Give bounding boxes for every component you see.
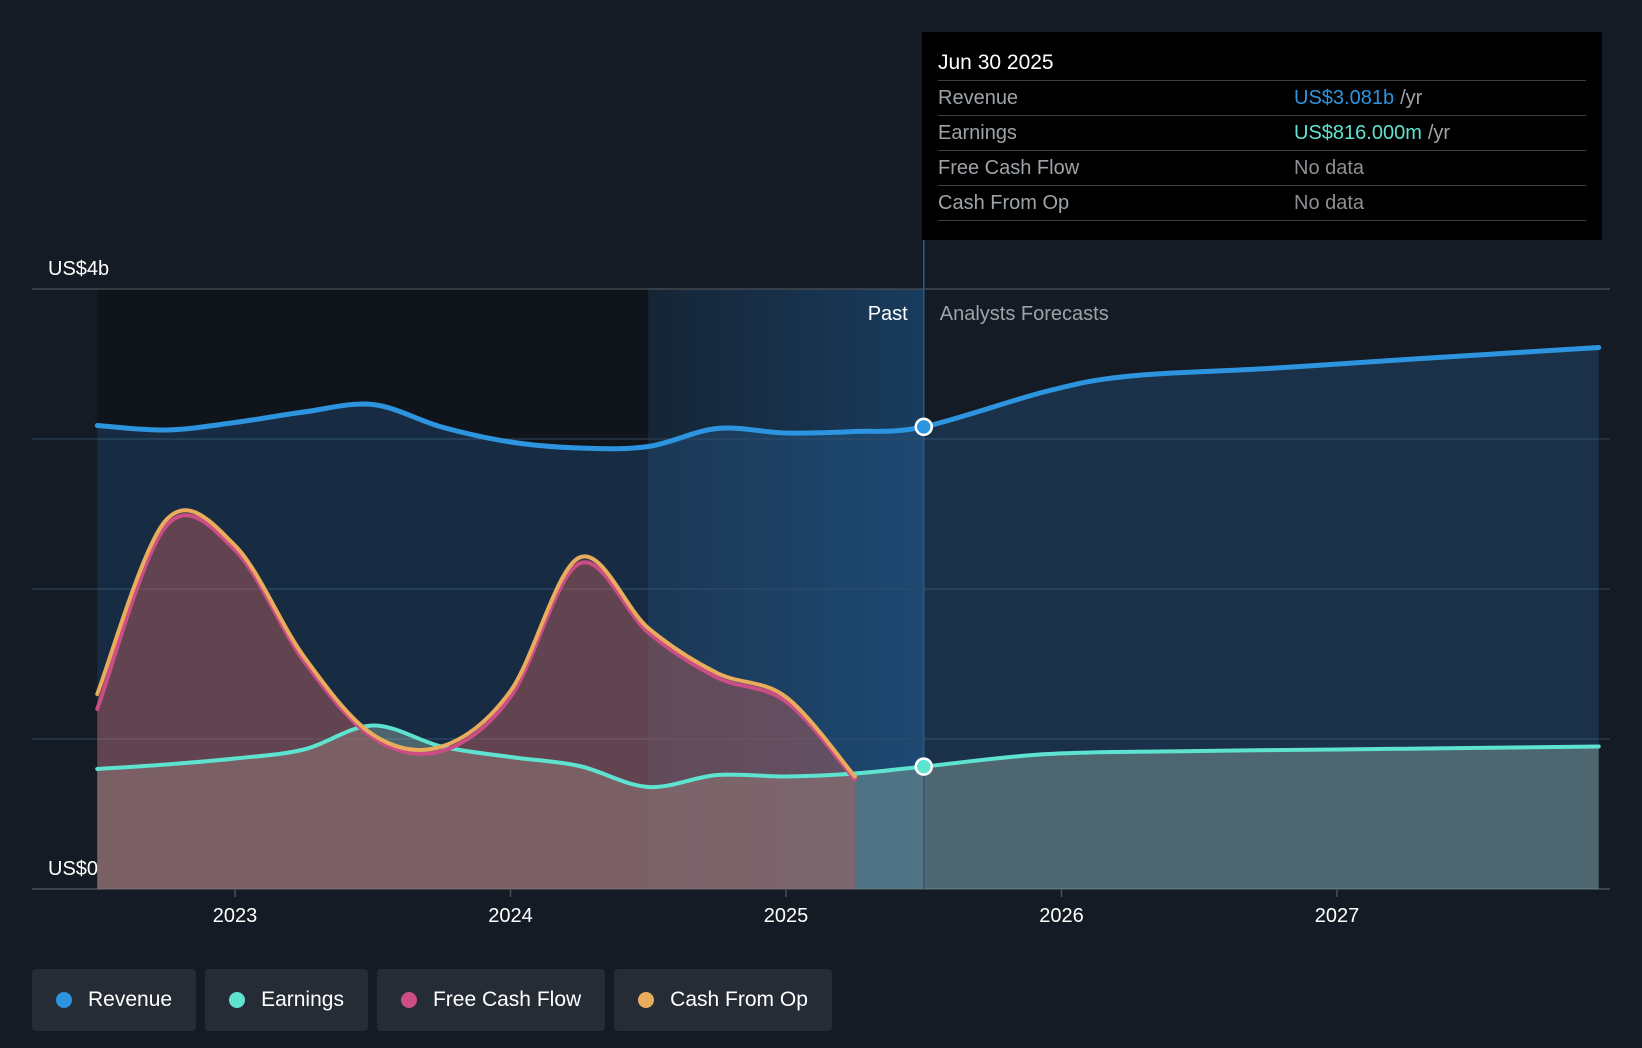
tooltip-row-earnings: Earnings US$816.000m /yr [938,115,1586,150]
legend-label: Free Cash Flow [432,988,582,1011]
y-tick-label: US$4b [48,258,109,280]
tooltip-label: Earnings [938,121,1017,144]
legend-dot-icon [400,992,417,1008]
legend-label: Cash From Op [670,988,808,1011]
tooltip-row-revenue: Revenue US$3.081b /yr [938,80,1586,115]
x-tick-label: 2025 [764,905,809,927]
x-tick-label: 2027 [1315,905,1360,927]
x-tick-label: 2023 [213,905,258,927]
legend-item-free-cash-flow[interactable]: Free Cash Flow [376,969,606,1031]
past-label: Past [868,303,908,325]
x-tick-label: 2026 [1039,905,1084,927]
tooltip-date: Jun 30 2025 [938,51,1054,74]
legend-dot-icon [229,992,246,1008]
tooltip-row-free-cash-flow: Free Cash Flow No data [938,150,1586,185]
legend-dot-icon [56,992,72,1008]
legend-item-revenue[interactable]: Revenue [32,969,197,1031]
cash-from-op-line [95,508,857,779]
tooltip-value: No data [1294,191,1365,214]
earnings-highlight-point [914,757,933,776]
tooltip-suffix: /yr [1400,86,1423,109]
chart-legend: Revenue Earnings Free Cash Flow Cash Fro… [32,969,832,1031]
legend-dot-icon [638,992,655,1008]
tooltip-row-cash-from-op: Cash From Op No data [938,185,1586,221]
free-cash-flow-area [97,515,855,889]
earnings-line [95,723,1601,790]
data-tooltip: Jun 30 2025 Revenue US$3.081b /yr Earnin… [922,32,1602,240]
legend-item-cash-from-op[interactable]: Cash From Op [614,969,832,1031]
cash-from-op-area [97,510,855,889]
tooltip-label: Revenue [938,86,1019,109]
legend-item-earnings[interactable]: Earnings [205,969,368,1031]
tooltip-label: Free Cash Flow [938,156,1080,179]
tooltip-value: No data [1294,156,1365,179]
earnings-area [97,725,1599,889]
forecast-label: Analysts Forecasts [940,303,1109,325]
tooltip-label: Cash From Op [938,191,1070,214]
tooltip-value: US$816.000m [1294,121,1422,144]
free-cash-flow-line [95,513,857,782]
revenue-line [94,345,1602,452]
legend-label: Earnings [261,988,344,1011]
y-tick-label: US$0 [48,858,98,880]
tooltip-value: US$3.081b [1294,86,1395,109]
tooltip-suffix: /yr [1427,121,1451,144]
legend-label: Revenue [88,988,173,1011]
x-tick-label: 2024 [488,905,533,927]
revenue-highlight-point [914,417,933,437]
